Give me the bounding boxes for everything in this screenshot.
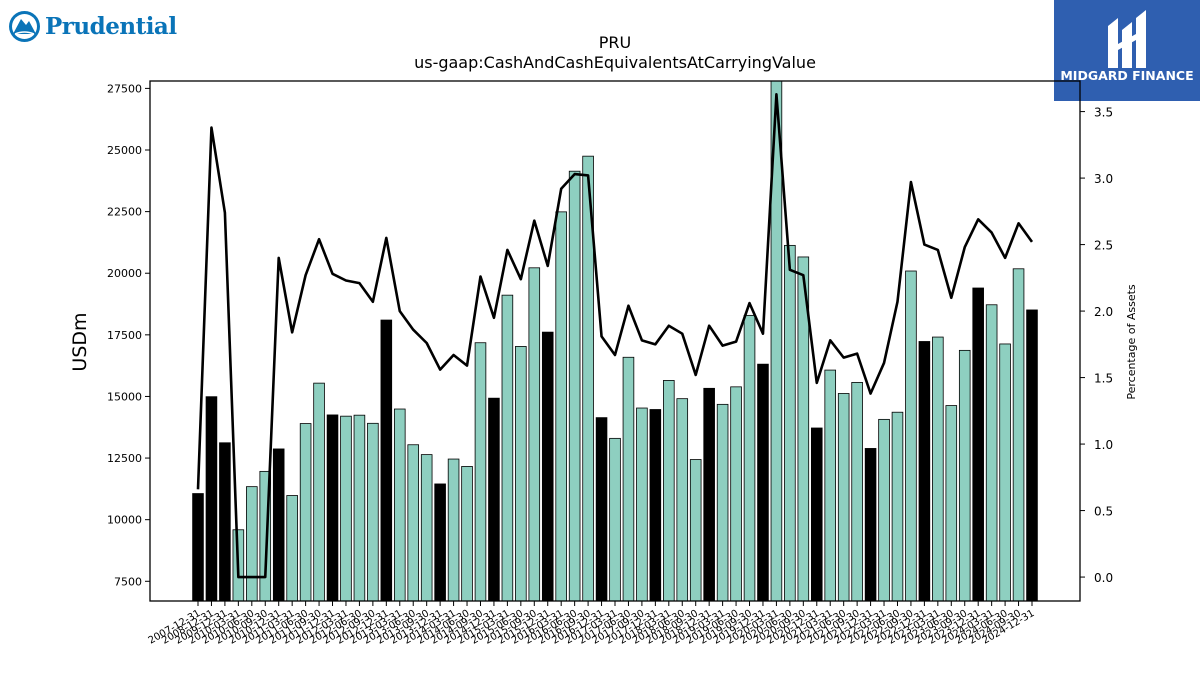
bar-quarterly: [689, 459, 702, 602]
prudential-wordmark: Prudential: [45, 12, 177, 40]
chart-subtitle: us-gaap:CashAndCashEquivalentsAtCarrying…: [414, 53, 816, 72]
bar-annual: [434, 483, 446, 602]
pct-assets-line: [196, 93, 1034, 579]
bar-annual: [703, 387, 715, 602]
bar-quarterly: [932, 336, 944, 602]
y2-tick-label: 0.5: [1094, 505, 1113, 519]
y-tick-label: 20000: [107, 267, 142, 280]
y2-tick-label: 0.0: [1094, 571, 1113, 585]
bar-annual: [219, 442, 231, 602]
bar-quarterly: [878, 418, 890, 602]
bar-annual: [918, 341, 931, 602]
bar-annual: [864, 448, 877, 602]
bar-quarterly: [743, 314, 756, 602]
y2-tick-label: 3.5: [1094, 106, 1113, 120]
midgard-finance-logo: MIDGARD FINANCE: [1054, 0, 1200, 101]
bar-annual: [595, 417, 608, 602]
bar-annual: [1026, 309, 1038, 602]
bar-quarterly: [461, 466, 473, 602]
bar-quarterly: [420, 454, 433, 602]
bar-annual: [380, 319, 393, 602]
bar-quarterly: [716, 403, 729, 602]
y2-tick-label: 2.5: [1094, 239, 1113, 253]
bar-quarterly: [407, 444, 420, 602]
bar-quarterly: [246, 486, 258, 602]
y-tick-label: 27500: [107, 82, 142, 95]
bar-quarterly: [663, 380, 675, 602]
bar-annual: [649, 409, 662, 602]
bar-series: [192, 80, 1038, 602]
bar-quarterly: [636, 407, 648, 602]
y-tick-label: 10000: [107, 514, 142, 527]
bar-quarterly: [447, 458, 460, 602]
y-tick-label: 12500: [107, 452, 142, 465]
y-tick-label: 17500: [107, 329, 142, 342]
y-axis-label: USDm: [69, 312, 91, 371]
y-tick-label: 22500: [107, 206, 142, 219]
bar-quarterly: [905, 270, 917, 602]
y2-tick-label: 1.5: [1094, 372, 1113, 386]
bar-annual: [326, 414, 339, 602]
prudential-rock-icon: [9, 10, 40, 42]
bar-annual: [972, 287, 984, 602]
bar-quarterly: [340, 415, 352, 602]
axes: 7500 10000 12500 15000 17500 20000 22500 25000 2…: [107, 80, 1113, 647]
bar-quarterly: [730, 386, 742, 602]
bar-quarterly: [555, 211, 567, 602]
pct-line-series: [196, 93, 1034, 579]
bar-quarterly: [367, 422, 379, 602]
bar-quarterly: [528, 267, 541, 602]
y2-tick-label: 1.0: [1094, 438, 1113, 452]
y2-tick-label: 2.0: [1094, 305, 1113, 319]
bar-quarterly: [474, 342, 487, 602]
chart-title: PRU: [599, 33, 631, 52]
bar-annual: [541, 331, 554, 602]
y-tick-label: 7500: [114, 575, 142, 588]
bar-quarterly: [568, 170, 581, 602]
bar-quarterly: [676, 398, 689, 602]
bar-quarterly: [609, 437, 621, 602]
y-tick-label: 15000: [107, 390, 142, 403]
bar-quarterly: [622, 356, 635, 602]
y2-axis-label: Percentage of Assets: [1125, 284, 1138, 400]
bar-quarterly: [851, 381, 863, 602]
midgard-wordmark: MIDGARD FINANCE: [1060, 68, 1194, 83]
prudential-logo: Prudential: [8, 6, 177, 46]
bar-quarterly: [784, 244, 796, 602]
bar-quarterly: [393, 408, 406, 602]
bar-quarterly: [313, 382, 325, 602]
bar-annual: [272, 448, 285, 602]
bar-quarterly: [286, 495, 298, 602]
bar-quarterly: [891, 411, 904, 602]
midgard-mark-icon: [1108, 10, 1146, 68]
bar-quarterly: [353, 414, 366, 602]
bar-quarterly: [945, 405, 958, 602]
bar-annual: [757, 363, 769, 602]
y-tick-label: 25000: [107, 144, 142, 157]
bar-quarterly: [985, 304, 998, 602]
bar-quarterly: [958, 349, 971, 602]
bar-quarterly: [501, 294, 514, 602]
bar-quarterly: [999, 343, 1011, 602]
bar-quarterly: [299, 423, 312, 602]
bar-quarterly: [837, 393, 850, 602]
bar-quarterly: [515, 346, 527, 602]
bar-annual: [192, 493, 204, 602]
bar-quarterly: [824, 369, 837, 602]
bar-quarterly: [1012, 268, 1025, 602]
bar-annual: [205, 396, 218, 602]
y2-tick-label: 3.0: [1094, 172, 1113, 186]
bar-annual: [810, 427, 823, 602]
bar-annual: [488, 397, 500, 602]
